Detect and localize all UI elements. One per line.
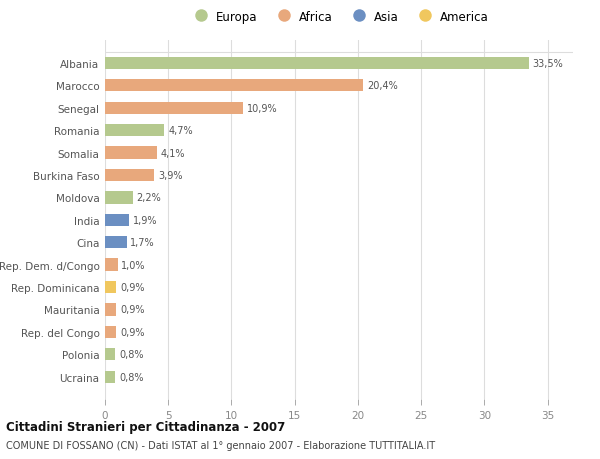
- Bar: [105, 281, 116, 294]
- Bar: [105, 102, 243, 115]
- Bar: [105, 326, 116, 338]
- Bar: [105, 169, 154, 182]
- Text: 1,0%: 1,0%: [121, 260, 146, 270]
- Bar: [105, 125, 164, 137]
- Bar: [105, 259, 118, 271]
- Text: 0,8%: 0,8%: [119, 350, 143, 359]
- Text: 0,9%: 0,9%: [120, 327, 145, 337]
- Bar: [105, 147, 157, 159]
- Bar: [105, 348, 115, 361]
- Bar: [105, 214, 129, 226]
- Bar: [105, 371, 115, 383]
- Bar: [105, 57, 529, 70]
- Text: 0,9%: 0,9%: [120, 282, 145, 292]
- Text: 33,5%: 33,5%: [533, 59, 563, 69]
- Text: 3,9%: 3,9%: [158, 171, 182, 180]
- Text: COMUNE DI FOSSANO (CN) - Dati ISTAT al 1° gennaio 2007 - Elaborazione TUTTITALIA: COMUNE DI FOSSANO (CN) - Dati ISTAT al 1…: [6, 440, 435, 450]
- Text: 2,2%: 2,2%: [137, 193, 161, 203]
- Text: 20,4%: 20,4%: [367, 81, 398, 91]
- Text: 1,9%: 1,9%: [133, 215, 157, 225]
- Text: 0,8%: 0,8%: [119, 372, 143, 382]
- Text: Cittadini Stranieri per Cittadinanza - 2007: Cittadini Stranieri per Cittadinanza - 2…: [6, 420, 285, 433]
- Bar: [105, 304, 116, 316]
- Bar: [105, 192, 133, 204]
- Text: 4,7%: 4,7%: [168, 126, 193, 136]
- Text: 4,1%: 4,1%: [161, 148, 185, 158]
- Legend: Europa, Africa, Asia, America: Europa, Africa, Asia, America: [184, 6, 494, 28]
- Bar: [105, 80, 363, 92]
- Text: 10,9%: 10,9%: [247, 103, 277, 113]
- Bar: [105, 236, 127, 249]
- Text: 0,9%: 0,9%: [120, 305, 145, 315]
- Text: 1,7%: 1,7%: [130, 238, 155, 248]
